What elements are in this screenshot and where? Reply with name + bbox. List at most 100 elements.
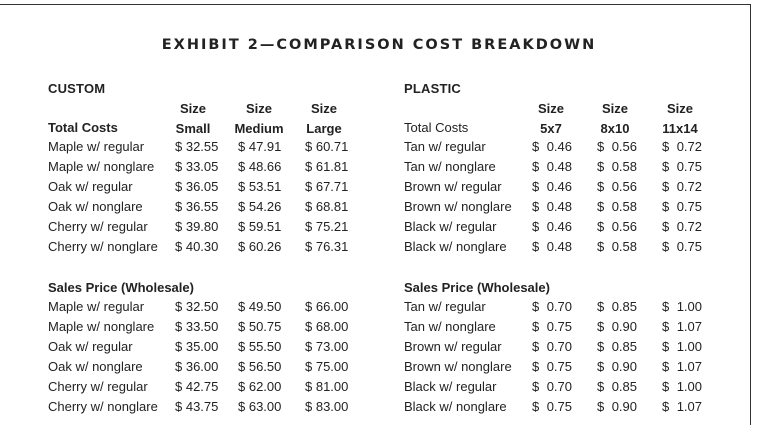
custom-total-row-label: Oak w/ nonglare	[48, 199, 143, 214]
amount: 0.75	[546, 359, 572, 374]
plastic-total-row-label: Tan w/ regular	[404, 139, 486, 154]
currency-symbol: $	[662, 359, 670, 374]
amount: 0.72	[676, 139, 702, 154]
custom-sales-cell: $ 43.75	[175, 399, 219, 414]
plastic-sales-cell: $1.07	[662, 359, 702, 374]
right-border-line	[750, 4, 751, 425]
currency-symbol: $	[597, 199, 605, 214]
custom-total-row-label: Maple w/ regular	[48, 139, 145, 154]
custom-section-label: CUSTOM	[48, 81, 106, 96]
plastic-section-label: PLASTIC	[404, 81, 462, 96]
amount: 0.72	[676, 179, 702, 194]
custom-total-cell: $ 40.30	[175, 239, 219, 254]
exhibit-title: EXHIBIT 2—COMPARISON COST BREAKDOWN	[161, 37, 597, 53]
plastic-sales-cell: $0.75	[532, 399, 572, 414]
custom-total-cell: $ 61.81	[305, 159, 349, 174]
plastic-total-cell: $0.72	[662, 219, 702, 234]
column-header-line2: 5x7	[540, 121, 562, 136]
custom-column-header: Size Medium	[232, 99, 286, 139]
custom-sales-cell: $ 55.50	[238, 339, 282, 354]
column-header-line1: Size	[245, 101, 272, 116]
custom-total-row-label: Cherry w/ nonglare	[48, 239, 158, 254]
custom-sales-cell: $ 73.00	[305, 339, 349, 354]
plastic-total-cell: $0.48	[532, 159, 572, 174]
currency-symbol: $	[532, 199, 540, 214]
currency-symbol: $	[532, 219, 540, 234]
plastic-sales-row-label: Tan w/ nonglare	[404, 319, 496, 334]
plastic-total-cell: $0.46	[532, 179, 572, 194]
plastic-total-cell: $0.75	[662, 239, 702, 254]
custom-total-cell: $ 47.91	[238, 139, 282, 154]
plastic-total-cell: $0.56	[597, 179, 637, 194]
amount: 0.46	[546, 139, 572, 154]
amount: 0.85	[611, 299, 637, 314]
custom-sales-cell: $ 33.50	[175, 319, 219, 334]
amount: 1.07	[676, 359, 702, 374]
custom-sales-row-label: Cherry w/ regular	[48, 379, 148, 394]
plastic-sales-cell: $0.90	[597, 359, 637, 374]
currency-symbol: $	[662, 399, 670, 414]
currency-symbol: $	[597, 379, 605, 394]
plastic-total-row-label: Black w/ regular	[404, 219, 497, 234]
plastic-sales-cell: $0.85	[597, 379, 637, 394]
amount: 1.07	[676, 319, 702, 334]
custom-sales-cell: $ 62.00	[238, 379, 282, 394]
currency-symbol: $	[662, 219, 670, 234]
currency-symbol: $	[532, 159, 540, 174]
amount: 0.46	[546, 179, 572, 194]
currency-symbol: $	[662, 139, 670, 154]
amount: 0.75	[546, 399, 572, 414]
amount: 0.48	[546, 239, 572, 254]
column-header-line1: Size	[310, 101, 337, 116]
plastic-sales-cell: $0.90	[597, 399, 637, 414]
plastic-total-cell: $0.48	[532, 199, 572, 214]
plastic-column-header: Size 5x7	[533, 99, 569, 139]
custom-total-row-label: Cherry w/ regular	[48, 219, 148, 234]
amount: 0.48	[546, 159, 572, 174]
custom-sales-cell: $ 83.00	[305, 399, 349, 414]
custom-total-cell: $ 75.21	[305, 219, 349, 234]
custom-sales-cell: $ 50.75	[238, 319, 282, 334]
custom-column-header: Size Large	[300, 99, 348, 139]
column-header-line1: Size	[179, 101, 206, 116]
plastic-total-cell: $0.46	[532, 139, 572, 154]
custom-total-row-label: Oak w/ regular	[48, 179, 133, 194]
plastic-column-header: Size 11x14	[660, 99, 700, 139]
amount: 1.00	[676, 339, 702, 354]
amount: 0.56	[611, 179, 637, 194]
plastic-sales-cell: $0.70	[532, 299, 572, 314]
plastic-total-row-label: Brown w/ regular	[404, 179, 502, 194]
column-header-line1: Size	[537, 101, 564, 116]
amount: 0.70	[546, 339, 572, 354]
plastic-total-cell: $0.48	[532, 239, 572, 254]
plastic-total-row-label: Tan w/ nonglare	[404, 159, 496, 174]
plastic-total-cell: $0.56	[597, 219, 637, 234]
amount: 0.56	[611, 139, 637, 154]
currency-symbol: $	[662, 159, 670, 174]
column-header-line1: Size	[601, 101, 628, 116]
currency-symbol: $	[532, 379, 540, 394]
plastic-total-cell: $0.72	[662, 139, 702, 154]
custom-sales-cell: $ 81.00	[305, 379, 349, 394]
plastic-sales-cell: $0.70	[532, 339, 572, 354]
custom-sales-row-label: Maple w/ nonglare	[48, 319, 155, 334]
custom-total-costs-label: Total Costs	[48, 120, 118, 135]
top-border-line	[0, 4, 751, 5]
plastic-sales-cell: $1.00	[662, 379, 702, 394]
amount: 0.75	[676, 239, 702, 254]
currency-symbol: $	[662, 339, 670, 354]
currency-symbol: $	[532, 139, 540, 154]
custom-sales-cell: $ 75.00	[305, 359, 349, 374]
currency-symbol: $	[597, 359, 605, 374]
custom-total-cell: $ 36.05	[175, 179, 219, 194]
plastic-sales-row-label: Black w/ regular	[404, 379, 497, 394]
currency-symbol: $	[532, 359, 540, 374]
amount: 0.46	[546, 219, 572, 234]
currency-symbol: $	[662, 319, 670, 334]
plastic-sales-cell: $0.75	[532, 319, 572, 334]
plastic-total-cell: $0.56	[597, 139, 637, 154]
currency-symbol: $	[662, 239, 670, 254]
column-header-line2: Medium	[234, 121, 284, 136]
currency-symbol: $	[532, 339, 540, 354]
currency-symbol: $	[597, 399, 605, 414]
